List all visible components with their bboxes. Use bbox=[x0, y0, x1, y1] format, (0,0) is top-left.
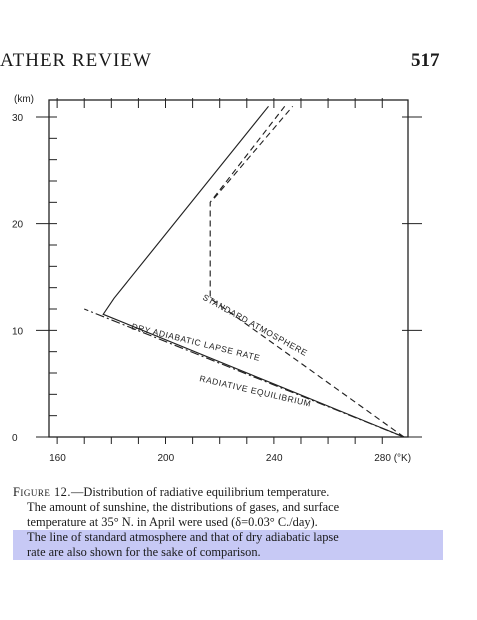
plot-frame bbox=[48, 99, 409, 438]
x-tick-label: 240 bbox=[266, 453, 283, 464]
y-tick-label: 10 bbox=[12, 326, 24, 337]
caption-line-2: The amount of sunshine, the distribution… bbox=[27, 500, 340, 514]
x-tick-label: 280 (°K) bbox=[374, 453, 411, 464]
figure-caption: Figure 12.—Distribution of radiative equ… bbox=[13, 485, 443, 560]
y-tick-label: 30 bbox=[12, 113, 24, 124]
caption-line-5-highlighted: rate are also shown for the sake of comp… bbox=[13, 545, 443, 560]
x-tick-label: 160 bbox=[49, 453, 66, 464]
caption-line-4-highlighted: The line of standard atmosphere and that… bbox=[13, 530, 443, 545]
label-dry-adiabatic-lapse-rate: DRY ADIABATIC LAPSE RATE bbox=[131, 321, 262, 363]
y-tick-label: 20 bbox=[12, 220, 24, 231]
y-axis-unit: (km) bbox=[14, 94, 34, 105]
caption-line-1: Figure 12.—Distribution of radiative equ… bbox=[13, 485, 330, 499]
page-number: 517 bbox=[411, 50, 440, 71]
caption-line-3: temperature at 35° N. in April were used… bbox=[27, 515, 318, 529]
series-line-1 bbox=[209, 105, 405, 438]
y-tick-label: 0 bbox=[12, 433, 18, 444]
running-title: ATHER REVIEW bbox=[0, 50, 152, 71]
standard-atmosphere-upper-dashed bbox=[213, 105, 294, 199]
x-tick-label: 200 bbox=[158, 453, 175, 464]
series-line-3 bbox=[102, 105, 405, 438]
label-radiative-equilibrium: RADIATIVE EQUILIBRIUM bbox=[199, 373, 313, 408]
caption-label: Figure 12. bbox=[13, 485, 71, 499]
